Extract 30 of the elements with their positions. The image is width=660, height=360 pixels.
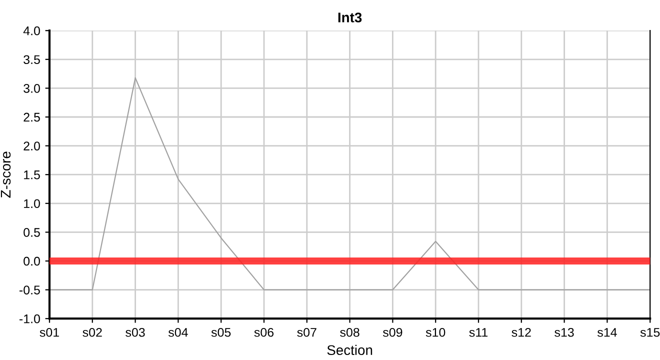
- x-axis-title: Section: [327, 344, 372, 356]
- x-tick-label: s01: [40, 328, 59, 337]
- x-tick-label: s10: [426, 328, 446, 337]
- x-tick-label: s13: [554, 328, 574, 337]
- y-tick-label: -1.0: [19, 314, 40, 324]
- y-tick-label: 3.0: [24, 84, 40, 93]
- y-tick-label: 1.0: [24, 199, 40, 208]
- y-tick-label: 0.0: [24, 256, 40, 266]
- x-tick-label: s02: [82, 328, 102, 337]
- x-tick-label: s14: [597, 328, 617, 337]
- x-tick-label: s05: [211, 328, 231, 337]
- y-tick-label: 1.5: [24, 170, 40, 180]
- line-series: [50, 77, 650, 290]
- x-tick-label: s06: [254, 328, 274, 337]
- x-tick-label: s15: [640, 328, 660, 337]
- y-tick-label: 3.5: [24, 55, 40, 64]
- x-tick-label: s09: [382, 328, 402, 337]
- y-tick-label: 4.0: [23, 26, 40, 36]
- x-tick-label: s11: [469, 328, 488, 337]
- y-tick-label: 2.0: [24, 142, 40, 150]
- chart-title: Int3: [338, 12, 362, 22]
- x-tick-label: s03: [126, 328, 145, 337]
- y-tick-label: 2.5: [24, 112, 40, 122]
- x-tick-label: s12: [512, 328, 531, 337]
- y-tick-label: -0.5: [19, 286, 40, 294]
- x-tick-label: s08: [340, 328, 360, 337]
- x-tick-label: s07: [297, 328, 316, 337]
- y-tick-label: 0.5: [24, 228, 40, 237]
- x-tick-label: s04: [168, 328, 188, 337]
- y-axis-title: Z-score: [0, 152, 11, 198]
